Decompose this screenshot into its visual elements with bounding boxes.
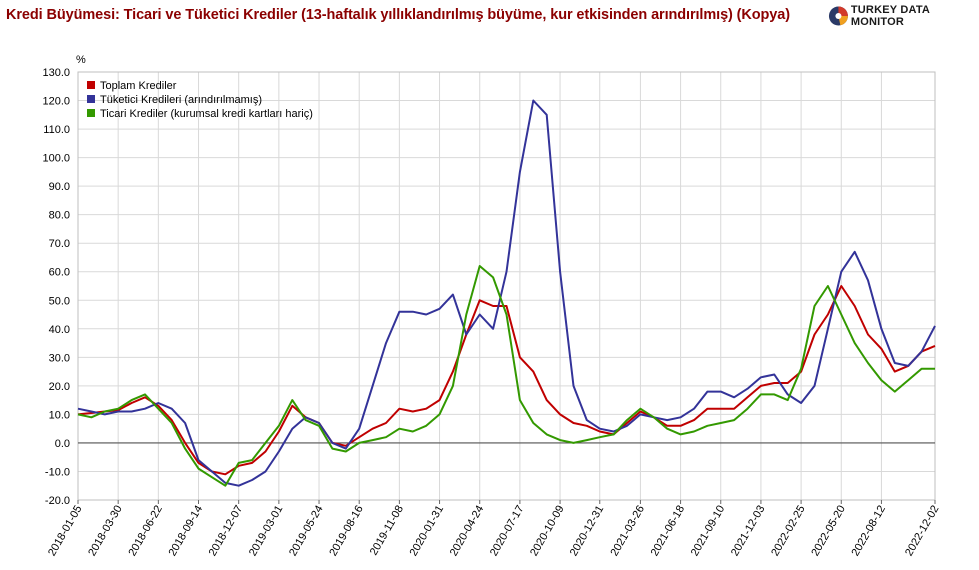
x-tick-label: 2019-05-24	[287, 504, 326, 559]
chart-series	[77, 99, 936, 487]
y-axis-ticks: -20.0 -10.0 0.0 10.0 20.0 30.0 40.0 50.0 60.0 70.…	[42, 67, 70, 507]
x-tick-label: 2020-04-24	[448, 504, 487, 559]
y-tick-label: 10.0	[49, 409, 70, 421]
x-tick-label: 2020-12-31	[568, 504, 607, 559]
series-line-1	[77, 285, 936, 476]
y-tick-label: 90.0	[49, 181, 70, 193]
x-tick-label: 2019-03-01	[247, 504, 286, 559]
series-line-3	[77, 265, 935, 487]
y-tick-label: 20.0	[49, 381, 70, 393]
y-tick-label: 130.0	[42, 67, 70, 79]
y-tick-label: -10.0	[45, 466, 70, 478]
x-tick-label: 2022-02-25	[769, 504, 808, 559]
x-tick-label: 2021-06-18	[649, 504, 688, 559]
x-tick-label: 2022-12-02	[903, 504, 942, 559]
x-tick-label: 2018-09-14	[167, 504, 206, 559]
x-axis-ticks: 2018-01-05 2018-03-30 2018-06-22 2018-09-14…	[46, 500, 942, 558]
x-tick-label: 2019-11-08	[368, 504, 406, 558]
x-tick-label: 2018-03-30	[86, 504, 125, 559]
legend-label: Ticari Krediler (kurumsal kredi kartları…	[100, 108, 313, 120]
y-tick-label: 60.0	[49, 267, 70, 279]
legend-swatch	[87, 95, 95, 103]
x-tick-label: 2018-06-22	[126, 504, 165, 559]
y-tick-label: 100.0	[42, 153, 70, 165]
legend-label: Tüketici Kredileri (arındırılmamış)	[100, 94, 262, 106]
chart-title: Kredi Büyümesi: Ticari ve Tüketici Kredi…	[6, 7, 790, 23]
y-axis-unit-label: %	[76, 54, 86, 66]
y-tick-label: 50.0	[49, 295, 70, 307]
legend-label: Toplam Krediler	[100, 80, 177, 92]
brand-name: TURKEY DATA MONITOR	[850, 4, 930, 28]
plot-frame	[77, 71, 936, 501]
x-tick-label: 2020-01-31	[408, 504, 447, 559]
x-tick-label: 2022-08-12	[850, 504, 889, 559]
x-tick-label: 2021-09-10	[689, 504, 728, 559]
y-tick-label: 0.0	[55, 438, 70, 450]
series-line-2	[77, 99, 936, 487]
y-tick-label: -20.0	[45, 495, 70, 507]
x-tick-label: 2021-12-03	[729, 504, 768, 559]
legend-swatch	[87, 81, 95, 89]
y-tick-label: 70.0	[49, 238, 70, 250]
x-tick-label: 2020-07-17	[488, 504, 527, 559]
brand-logo-block: TURKEY DATA MONITOR	[828, 4, 979, 28]
legend-swatch	[87, 109, 95, 117]
brand-globe-icon	[828, 6, 848, 26]
x-tick-label: 2020-10-09	[528, 504, 567, 559]
y-tick-label: 80.0	[49, 210, 70, 222]
x-tick-label: 2018-01-05	[46, 504, 85, 559]
x-tick-label: 2019-08-16	[327, 504, 366, 559]
x-tick-label: 2022-05-20	[809, 504, 848, 559]
y-tick-label: 120.0	[42, 96, 70, 108]
chart-legend: Toplam Krediler Tüketici Kredileri (arınd…	[87, 80, 313, 120]
y-tick-label: 30.0	[49, 352, 70, 364]
x-tick-label: 2021-03-26	[608, 504, 647, 559]
x-tick-label: 2018-12-07	[207, 504, 246, 559]
y-tick-label: 110.0	[43, 124, 70, 136]
chart-grid	[77, 71, 936, 501]
y-tick-label: 40.0	[49, 324, 70, 336]
